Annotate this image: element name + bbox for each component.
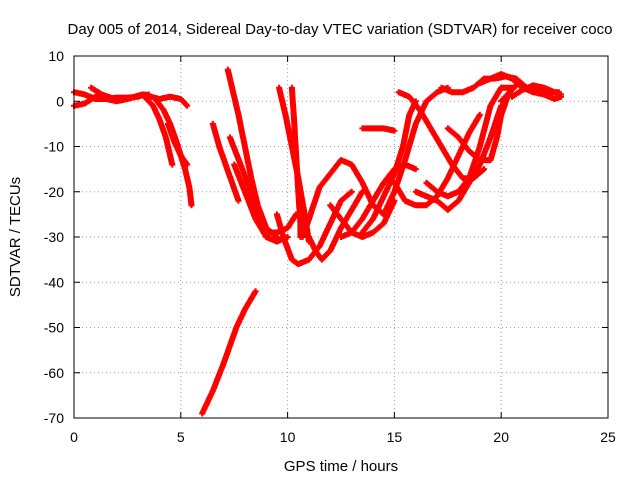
series-arc-25 bbox=[423, 84, 515, 200]
data-points bbox=[71, 66, 564, 417]
x-tick-label: 5 bbox=[177, 429, 185, 445]
x-tick-label: 0 bbox=[70, 429, 78, 445]
series-arc-06 bbox=[165, 120, 195, 209]
x-axis-label: GPS time / hours bbox=[284, 458, 398, 475]
series-arc-19 bbox=[359, 98, 419, 236]
series-arc-07 bbox=[199, 288, 259, 417]
y-tick-label: -50 bbox=[44, 320, 64, 336]
x-tick-label: 15 bbox=[387, 429, 403, 445]
y-tick-label: -70 bbox=[44, 410, 64, 426]
y-tick-label: 0 bbox=[56, 93, 64, 109]
y-tick-label: -60 bbox=[44, 365, 64, 381]
series-arc-13 bbox=[288, 84, 304, 240]
axis-ticks: 10 0 -10 -20 -30 -40 -50 -60 -70 0 5 10 15 20 25 bbox=[44, 48, 616, 445]
series-arc-11 bbox=[231, 161, 291, 245]
chart-title: Day 005 of 2014, Sidereal Day-to-day VTE… bbox=[68, 21, 613, 38]
series-arc-03 bbox=[88, 84, 191, 109]
y-tick-label: 10 bbox=[48, 48, 64, 64]
y-tick-label: -20 bbox=[44, 184, 64, 200]
y-tick-label: -40 bbox=[44, 274, 64, 290]
series-arc-24 bbox=[412, 102, 505, 213]
series-arc-26 bbox=[444, 84, 515, 164]
series-arc-08 bbox=[209, 120, 242, 204]
series-arc-10 bbox=[226, 134, 300, 236]
series-arc-21 bbox=[359, 125, 398, 134]
y-tick-label: -10 bbox=[44, 139, 64, 155]
x-tick-label: 10 bbox=[280, 429, 296, 445]
series-arc-04 bbox=[141, 93, 176, 168]
x-tick-label: 20 bbox=[493, 429, 509, 445]
x-tick-label: 25 bbox=[600, 429, 616, 445]
series-arc-30 bbox=[508, 82, 564, 100]
y-axis-label: SDTVAR / TECUs bbox=[7, 177, 24, 297]
y-tick-label: -30 bbox=[44, 229, 64, 245]
